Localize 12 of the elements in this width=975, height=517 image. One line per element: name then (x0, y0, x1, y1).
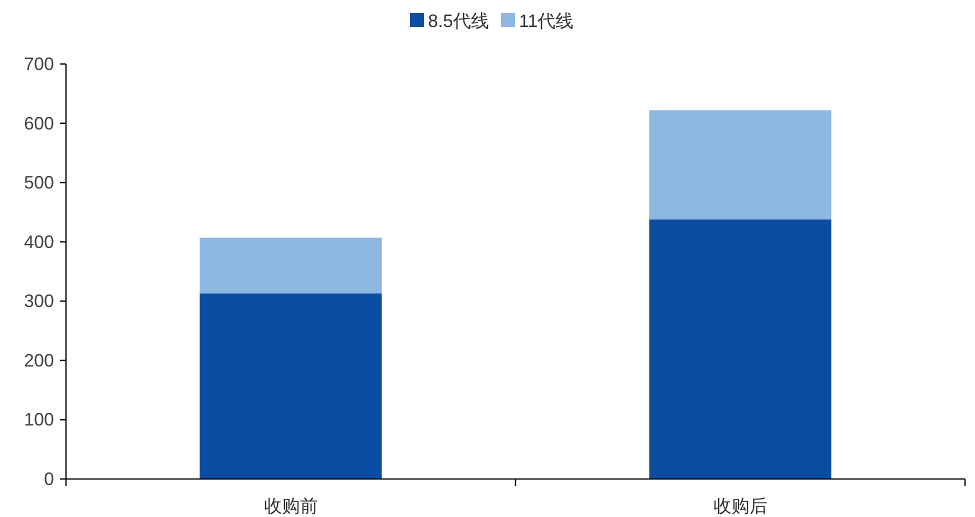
y-tick-label: 0 (44, 469, 54, 489)
y-tick-label: 600 (24, 113, 54, 134)
y-tick-label: 300 (24, 291, 54, 312)
y-tick-label: 500 (24, 172, 54, 193)
legend-label: 8.5代线 (428, 11, 490, 31)
y-tick-label: 200 (24, 350, 54, 370)
x-tick-label: 收购前 (264, 496, 318, 516)
x-tick-label: 收购后 (713, 496, 768, 516)
y-tick-label: 700 (24, 54, 54, 74)
legend-label: 11代线 (519, 11, 574, 31)
y-tick-label: 100 (24, 410, 54, 430)
y-tick-label: 400 (24, 232, 54, 252)
